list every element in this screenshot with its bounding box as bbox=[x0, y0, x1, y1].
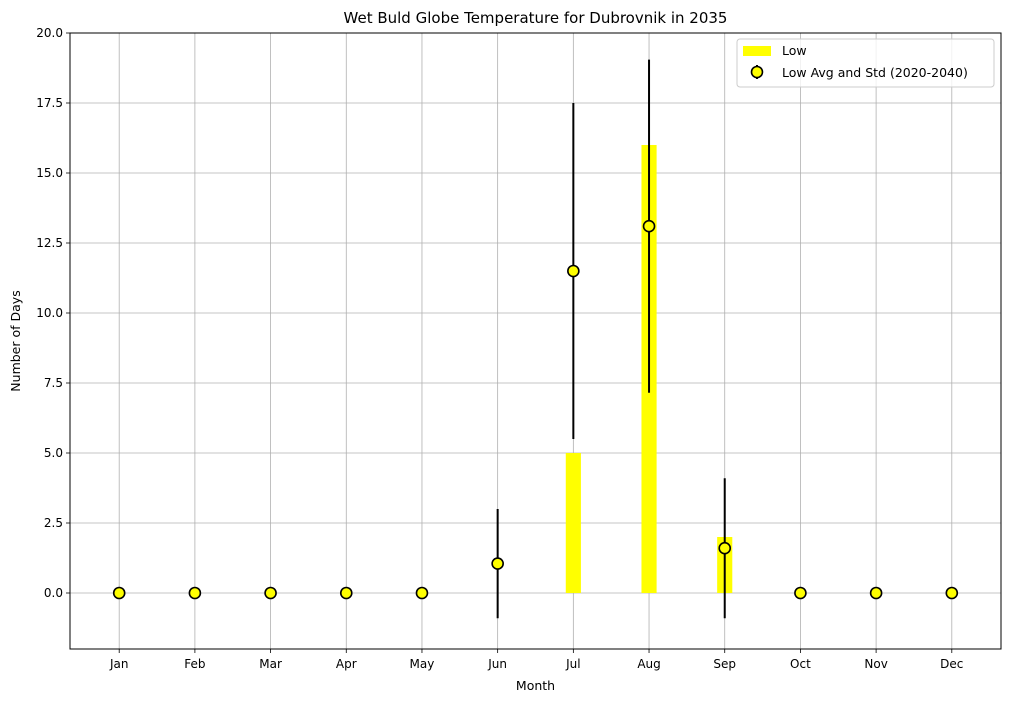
y-tick-label: 12.5 bbox=[36, 236, 63, 250]
legend-label-avg-std: Low Avg and Std (2020-2040) bbox=[782, 65, 968, 80]
x-tick-label: Jul bbox=[565, 657, 580, 671]
errorbars-layer bbox=[112, 59, 959, 619]
x-tick-label: Mar bbox=[259, 657, 282, 671]
x-tick-label: May bbox=[410, 657, 435, 671]
x-tick-label: Dec bbox=[940, 657, 963, 671]
y-tick-label: 17.5 bbox=[36, 96, 63, 110]
y-tick-label: 2.5 bbox=[44, 516, 63, 530]
grid bbox=[70, 32, 1001, 649]
y-tick-label: 0.0 bbox=[44, 586, 63, 600]
x-axis-label: Month bbox=[516, 678, 555, 693]
legend-bar-swatch bbox=[743, 46, 771, 56]
avg-marker-mar bbox=[264, 586, 277, 600]
avg-marker-dec bbox=[945, 586, 959, 600]
avg-marker-jun bbox=[491, 557, 504, 570]
avg-marker-nov bbox=[869, 586, 883, 600]
avg-marker-oct bbox=[794, 586, 807, 600]
y-tick-label: 5.0 bbox=[44, 446, 63, 460]
x-tick-label: Nov bbox=[864, 657, 887, 671]
avg-marker-sep bbox=[718, 541, 732, 555]
x-tick-label: Aug bbox=[637, 657, 660, 671]
avg-marker-may bbox=[415, 586, 429, 600]
y-axis-label: Number of Days bbox=[8, 290, 23, 391]
avg-marker-jan bbox=[112, 586, 126, 600]
avg-marker-jul bbox=[567, 264, 580, 278]
chart-title: Wet Buld Globe Temperature for Dubrovnik… bbox=[344, 9, 728, 27]
legend: Low Low Avg and Std (2020-2040) bbox=[736, 38, 995, 88]
legend-label-low: Low bbox=[782, 43, 807, 58]
x-tick-label: Feb bbox=[184, 657, 205, 671]
x-tick-label: Sep bbox=[713, 657, 736, 671]
legend-errorbar-swatch-marker bbox=[750, 65, 764, 79]
legend-box bbox=[736, 38, 995, 88]
x-ticks: Jan Feb Mar Apr May Jun Jul Aug Sep Oct Nov Dec bbox=[109, 649, 963, 671]
y-tick-label: 20.0 bbox=[36, 26, 63, 40]
plot-frame bbox=[69, 32, 1002, 650]
y-tick-label: 15.0 bbox=[36, 166, 63, 180]
y-tick-label: 10.0 bbox=[36, 306, 63, 320]
x-tick-label: Oct bbox=[790, 657, 811, 671]
x-tick-label: Jun bbox=[487, 657, 507, 671]
avg-marker-aug bbox=[642, 219, 656, 233]
x-tick-label: Apr bbox=[336, 657, 357, 671]
avg-marker-feb bbox=[188, 586, 202, 600]
avg-marker-apr bbox=[339, 586, 353, 600]
x-tick-label: Jan bbox=[109, 657, 129, 671]
bar-jul bbox=[565, 453, 581, 593]
y-ticks: 0.0 2.5 5.0 7.5 10.0 12.5 15.0 17.5 20.0 bbox=[36, 26, 70, 600]
y-tick-label: 7.5 bbox=[44, 376, 63, 390]
